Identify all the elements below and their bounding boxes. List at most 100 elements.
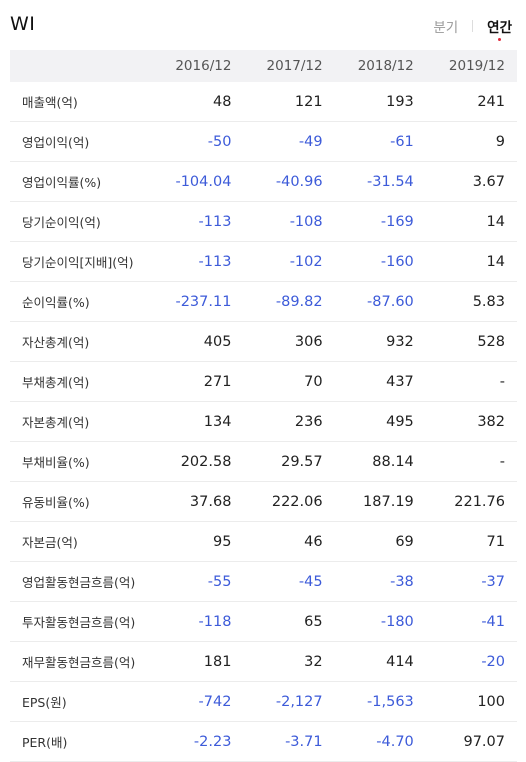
- table-cell: 221.76: [425, 481, 517, 522]
- row-label: 재무활동현금흐름(억): [10, 641, 153, 682]
- column-header-year: 2019/12: [425, 50, 517, 82]
- table-cell: -: [425, 441, 517, 482]
- table-cell: -89.82: [243, 281, 335, 322]
- table-cell: 405: [152, 321, 244, 362]
- row-label: 영업활동현금흐름(억): [10, 561, 153, 602]
- tab-quarterly[interactable]: 분기: [433, 20, 459, 36]
- table-cell: -38: [334, 561, 426, 602]
- table-cell: -237.11: [152, 281, 244, 322]
- table-row: PER(배) -2.23 -3.71 -4.70 97.07: [10, 721, 517, 762]
- table-cell: -49: [243, 121, 335, 162]
- table-cell: -61: [334, 121, 426, 162]
- table-cell: 382: [425, 401, 517, 442]
- tab-annual[interactable]: 연간: [487, 16, 512, 41]
- row-label: 영업이익(억): [10, 121, 153, 162]
- table-row: 유동비율(%) 37.68 222.06 187.19 221.76: [10, 481, 517, 522]
- column-header-label: [10, 50, 153, 82]
- table-row: 당기순이익(억) -113 -108 -169 14: [10, 201, 517, 242]
- table-cell: -1,563: [334, 681, 426, 722]
- table-row: 순이익률(%) -237.11 -89.82 -87.60 5.83: [10, 281, 517, 322]
- table-row: 매출액(억) 48 121 193 241: [10, 82, 517, 122]
- table-cell: 121: [243, 82, 335, 122]
- table-cell: 71: [425, 521, 517, 562]
- table-cell: 100: [425, 681, 517, 722]
- row-label: 당기순이익(억): [10, 201, 153, 242]
- tab-divider: [472, 20, 474, 32]
- column-header-year: 2017/12: [243, 50, 335, 82]
- table-cell: -2.23: [152, 721, 244, 762]
- table-cell: 236: [243, 401, 335, 442]
- table-cell: -37: [425, 561, 517, 602]
- table-cell: 495: [334, 401, 426, 442]
- table-row: 투자활동현금흐름(억) -118 65 -180 -41: [10, 601, 517, 642]
- table-cell: -87.60: [334, 281, 426, 322]
- row-label: PER(배): [10, 721, 153, 762]
- table-cell: 70: [243, 361, 335, 402]
- table-cell: 241: [425, 82, 517, 122]
- row-label: 부채비율(%): [10, 441, 153, 482]
- table-cell: -102: [243, 241, 335, 282]
- table-cell: -: [425, 361, 517, 402]
- table-cell: -113: [152, 201, 244, 242]
- table-cell: 97.07: [425, 721, 517, 762]
- table-cell: -108: [243, 201, 335, 242]
- table-header-row: 2016/12 2017/12 2018/12 2019/12: [10, 50, 517, 82]
- table-cell: -41: [425, 601, 517, 642]
- table-cell: 5.83: [425, 281, 517, 322]
- table-cell: 48: [152, 82, 244, 122]
- table-cell: 69: [334, 521, 426, 562]
- table-row: 자산총계(억) 405 306 932 528: [10, 321, 517, 362]
- table-row: 부채비율(%) 202.58 29.57 88.14-: [10, 441, 517, 482]
- table-cell: 528: [425, 321, 517, 362]
- table-cell: -160: [334, 241, 426, 282]
- table-cell: 46: [243, 521, 335, 562]
- financial-table: 2016/12 2017/12 2018/12 2019/12 매출액(억) 48…: [10, 50, 517, 762]
- tab-annual-label: 연간: [487, 20, 512, 36]
- table-cell: 32: [243, 641, 335, 682]
- table-cell: 932: [334, 321, 426, 362]
- row-label: EPS(원): [10, 681, 153, 722]
- table-row: 영업이익(억) -50 -49 -61 9: [10, 121, 517, 162]
- table-cell: -118: [152, 601, 244, 642]
- table-row: EPS(원) -742 -2,127 -1,563 100: [10, 681, 517, 722]
- row-label: 자산총계(억): [10, 321, 153, 362]
- table-cell: 29.57: [243, 441, 335, 482]
- table-cell: -180: [334, 601, 426, 642]
- column-header-year: 2018/12: [334, 50, 426, 82]
- table-cell: -104.04: [152, 161, 244, 202]
- table-cell: 414: [334, 641, 426, 682]
- table-cell: -113: [152, 241, 244, 282]
- company-name: WI: [10, 13, 36, 35]
- table-cell: -45: [243, 561, 335, 602]
- table-cell: 181: [152, 641, 244, 682]
- row-label: 영업이익률(%): [10, 161, 153, 202]
- row-label: 매출액(억): [10, 82, 153, 122]
- table-cell: -31.54: [334, 161, 426, 202]
- table-cell: 437: [334, 361, 426, 402]
- table-row: 자본금(억) 95 46 69 71: [10, 521, 517, 562]
- table-cell: 14: [425, 201, 517, 242]
- table-cell: -2,127: [243, 681, 335, 722]
- table-cell: -50: [152, 121, 244, 162]
- table-cell: 271: [152, 361, 244, 402]
- table-cell: 95: [152, 521, 244, 562]
- table-cell: 65: [243, 601, 335, 642]
- row-label: 순이익률(%): [10, 281, 153, 322]
- table-cell: 3.67: [425, 161, 517, 202]
- column-header-year: 2016/12: [152, 50, 244, 82]
- table-row: 당기순이익[지배](억) -113 -102 -160 14: [10, 241, 517, 282]
- page-header: WI 분기 연간: [0, 0, 526, 50]
- table-cell: 9: [425, 121, 517, 162]
- row-label: 당기순이익[지배](억): [10, 241, 153, 282]
- table-cell: -742: [152, 681, 244, 722]
- row-label: 투자활동현금흐름(억): [10, 601, 153, 642]
- row-label: 자본금(억): [10, 521, 153, 562]
- row-label: 자본총계(억): [10, 401, 153, 442]
- table-row: 재무활동현금흐름(억) 181 32 414 -20: [10, 641, 517, 682]
- table-cell: 222.06: [243, 481, 335, 522]
- table-row: 영업활동현금흐름(억) -55 -45 -38 -37: [10, 561, 517, 602]
- table-cell: 37.68: [152, 481, 244, 522]
- table-cell: 187.19: [334, 481, 426, 522]
- table-cell: 88.14: [334, 441, 426, 482]
- table-row: 영업이익률(%) -104.04 -40.96 -31.54 3.67: [10, 161, 517, 202]
